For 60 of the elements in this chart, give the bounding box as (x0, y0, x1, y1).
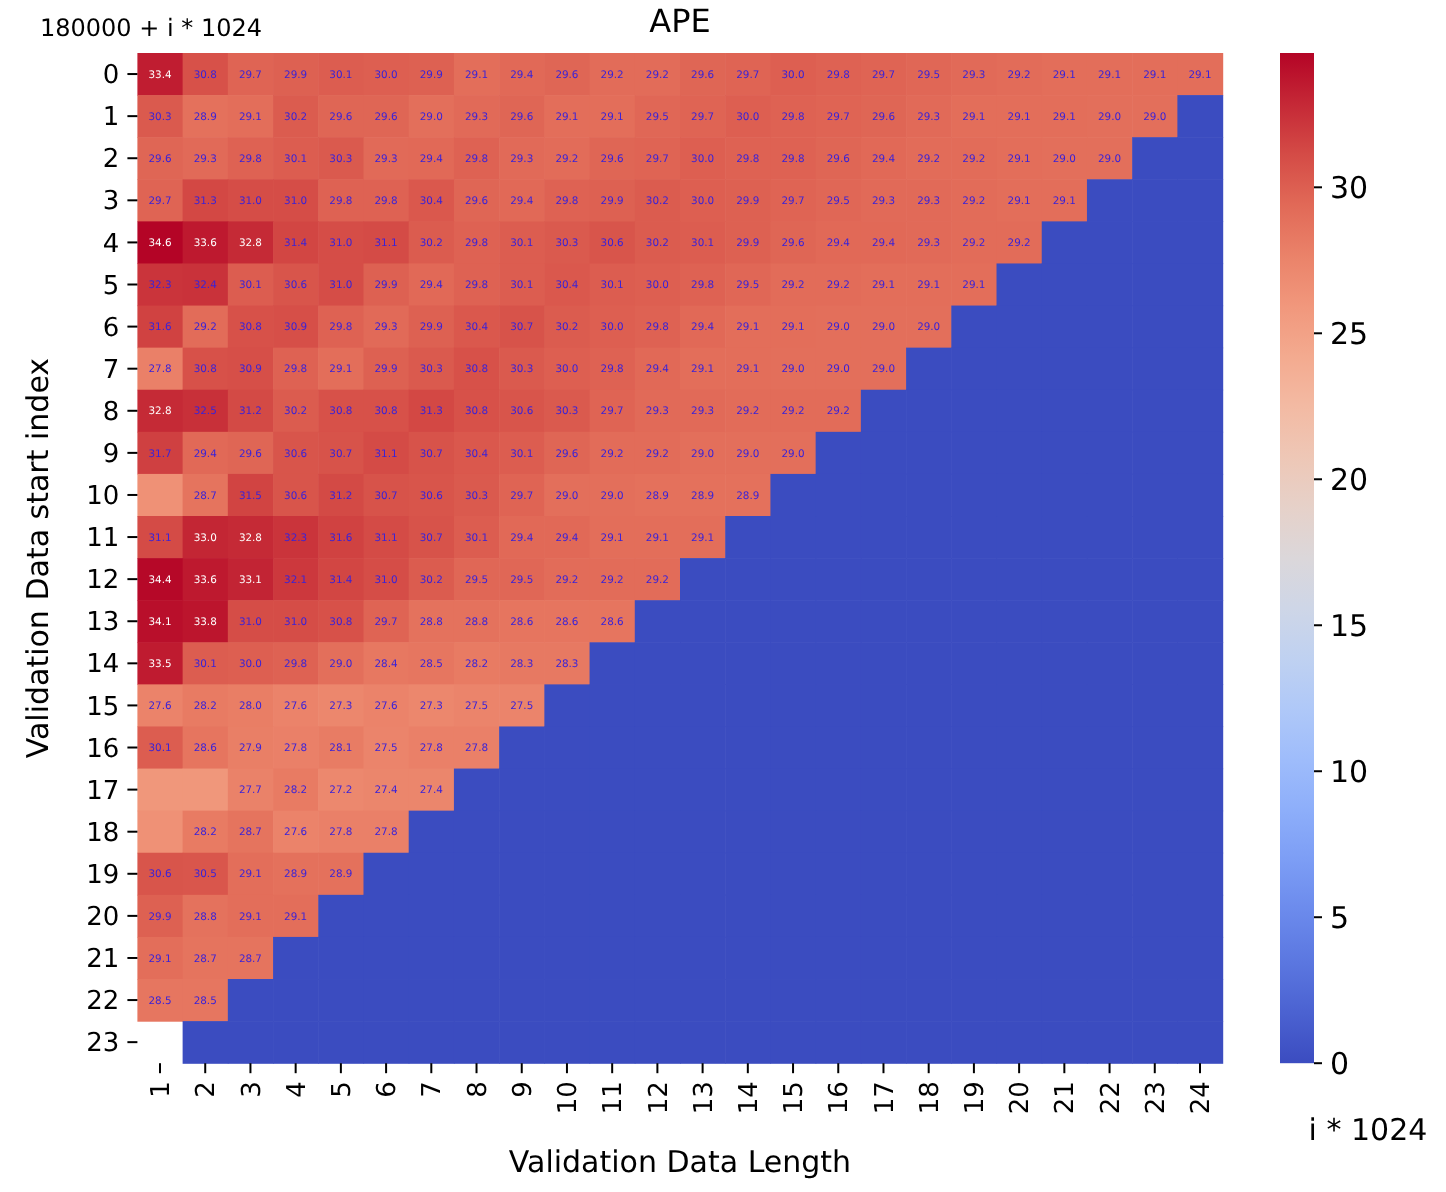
y-tick-label: 3 (102, 187, 120, 218)
y-tick-label: 13 (86, 608, 120, 639)
y-tick-label: 22 (86, 987, 120, 1018)
y-tick-label: 23 (86, 1029, 120, 1060)
y-tick-label: 9 (102, 439, 120, 470)
color-bar-label: 0 (1330, 1045, 1350, 1082)
x-tick-label: 4 (282, 1081, 313, 1098)
y-tick-label: 6 (102, 313, 120, 344)
y-tick-label: 0 (102, 61, 120, 92)
x-tick-label: 21 (1051, 1081, 1082, 1115)
y-tick-label: 5 (102, 271, 120, 302)
x-tick-label: 6 (373, 1081, 404, 1098)
chart-title: APE (649, 2, 711, 40)
x-tick-label: 18 (915, 1081, 946, 1115)
x-tick-label: 9 (508, 1081, 539, 1098)
x-tick-label: 11 (599, 1081, 630, 1115)
y-tick-label: 14 (86, 650, 120, 681)
y-tick-label: 2 (102, 145, 120, 176)
x-tick-label: 7 (418, 1081, 449, 1098)
x-tick-label: 14 (734, 1081, 765, 1115)
y-tick-label: 21 (86, 945, 120, 976)
color-bar-label: 30 (1330, 169, 1369, 206)
y-tick-label: 20 (86, 902, 120, 933)
y-tick-label: 17 (86, 776, 120, 807)
x-tick-label: 1 (147, 1081, 178, 1098)
y-tick-label: 15 (86, 692, 120, 723)
y-tick-label: 10 (86, 482, 120, 513)
x-tick-label: 8 (463, 1081, 494, 1098)
x-tick-label: 19 (961, 1081, 992, 1115)
color-bar-label: 20 (1330, 461, 1369, 498)
x-tick-label: 23 (1141, 1081, 1172, 1115)
x-tick-label: 13 (689, 1081, 720, 1115)
color-bar-label: 25 (1330, 315, 1369, 352)
y-tick-label: 19 (86, 860, 120, 891)
x-tick-label: 12 (644, 1081, 675, 1115)
color-bar-label: 15 (1330, 607, 1369, 644)
y-tick-label: 18 (86, 818, 120, 849)
y-tick-label: 7 (102, 355, 120, 386)
y-tick-label: 11 (86, 524, 120, 555)
x-tick-label: 3 (237, 1081, 268, 1098)
x-tick-label: 16 (825, 1081, 856, 1115)
y-tick-label: 4 (102, 229, 120, 260)
y-tick-label: 16 (86, 734, 120, 765)
y-tick-label: 8 (102, 397, 120, 428)
x-tick-label: 22 (1096, 1081, 1127, 1115)
x-tick-label: 5 (327, 1081, 358, 1098)
x-tick-label: 20 (1006, 1081, 1037, 1115)
x-tick-label: 15 (780, 1081, 811, 1115)
x-axis-title: Validation Data Length (508, 1144, 852, 1180)
x-tick-label: 17 (870, 1081, 901, 1115)
x-tick-label: 10 (554, 1081, 585, 1115)
text: 180000 + i * 1024 (40, 14, 262, 42)
y-tick-label: 12 (86, 566, 120, 597)
y-tick-label: 1 (102, 103, 120, 134)
x-tick-label: 24 (1187, 1081, 1218, 1115)
x-tick-label: 2 (192, 1081, 223, 1098)
color-bar-label: 5 (1330, 899, 1350, 936)
text: i * 1024 (1308, 1112, 1428, 1148)
y-axis-title: Validation Data start index (20, 357, 56, 759)
color-bar-label: 10 (1330, 753, 1369, 790)
